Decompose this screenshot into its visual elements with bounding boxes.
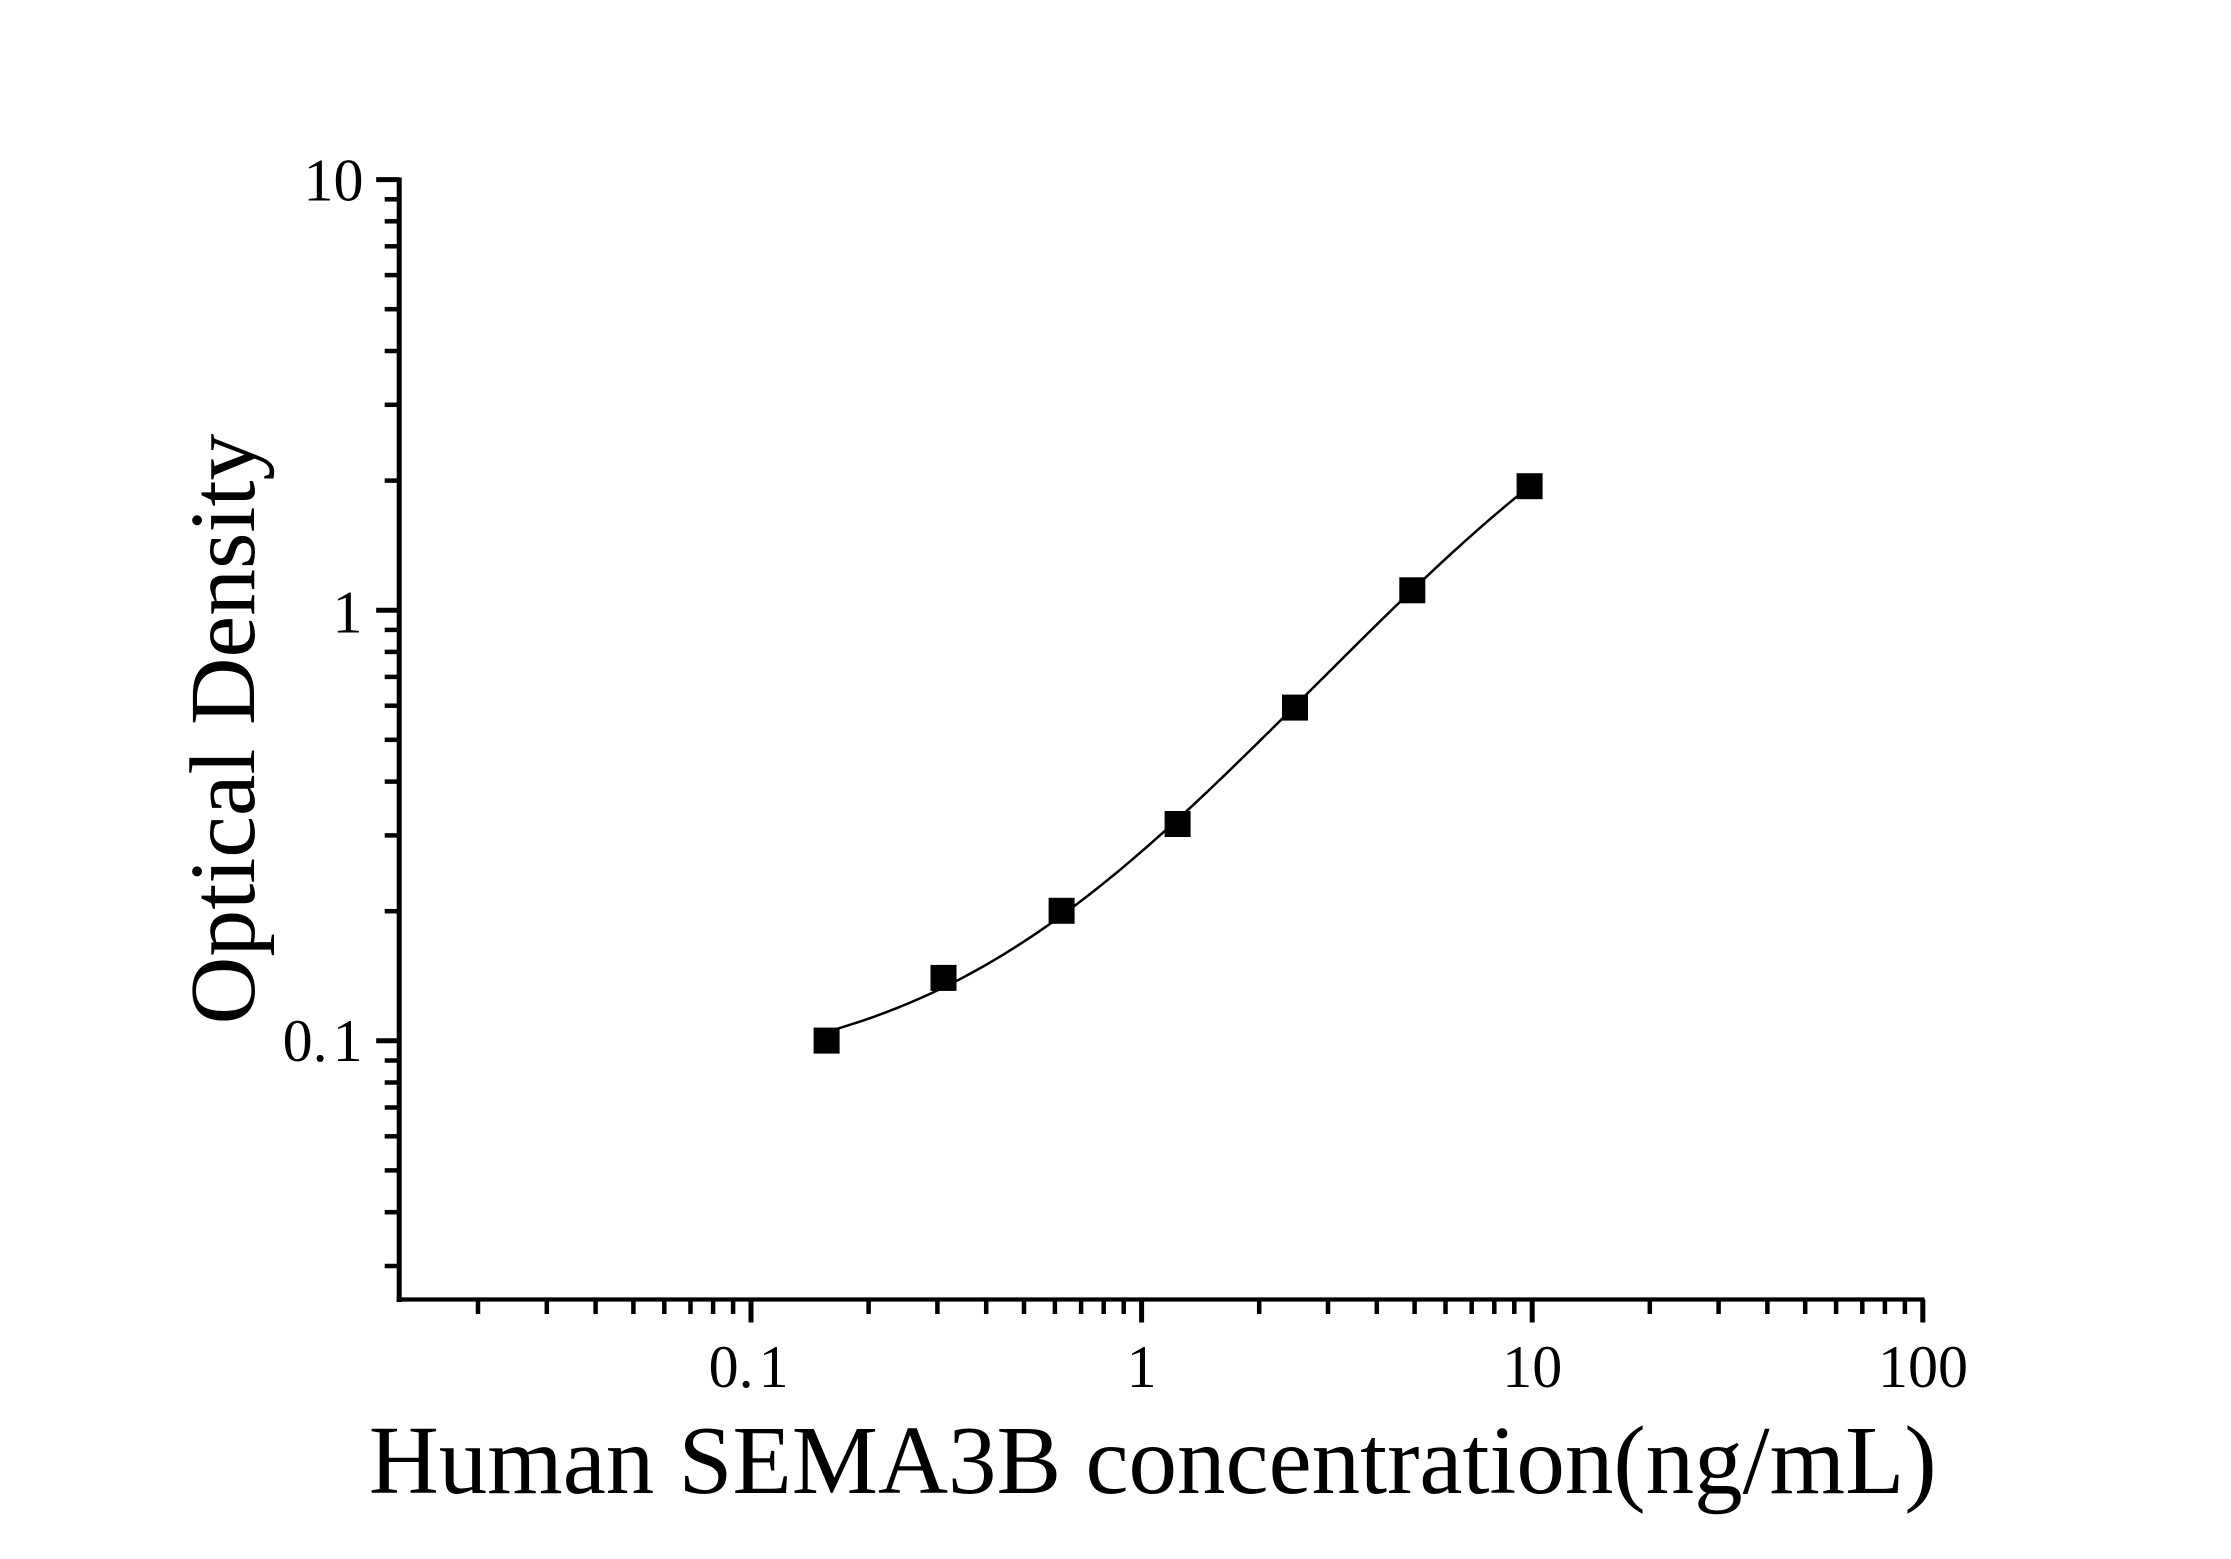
svg-text:0.1: 0.1 <box>709 1334 789 1400</box>
svg-text:Optical Density: Optical Density <box>172 434 275 1025</box>
svg-text:1: 1 <box>1127 1334 1157 1400</box>
svg-text:10: 10 <box>1502 1334 1562 1400</box>
svg-text:100: 100 <box>1878 1334 1968 1400</box>
svg-text:1: 1 <box>333 579 363 645</box>
svg-text:Human SEMA3B concentration(ng/: Human SEMA3B concentration(ng/mL) <box>369 1407 1937 1514</box>
svg-text:10: 10 <box>304 148 364 214</box>
svg-text:0.1: 0.1 <box>283 1008 363 1074</box>
